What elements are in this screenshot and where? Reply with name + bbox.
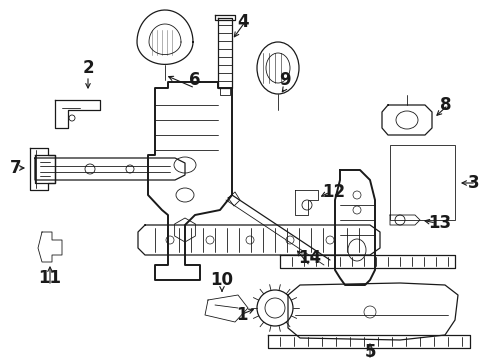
Text: 12: 12 (322, 183, 345, 201)
Text: 10: 10 (211, 271, 234, 289)
Text: 2: 2 (82, 59, 94, 77)
Text: 8: 8 (440, 96, 451, 114)
Text: 4: 4 (237, 13, 248, 31)
Text: 3: 3 (468, 174, 480, 192)
Text: 7: 7 (10, 159, 22, 177)
Text: 14: 14 (298, 249, 321, 267)
Text: 13: 13 (428, 214, 451, 232)
Text: 6: 6 (189, 71, 201, 89)
Text: 9: 9 (279, 71, 291, 89)
Text: 5: 5 (364, 343, 376, 360)
Bar (390, 145, 455, 220)
Text: 11: 11 (39, 269, 62, 287)
Text: 1: 1 (237, 306, 248, 324)
